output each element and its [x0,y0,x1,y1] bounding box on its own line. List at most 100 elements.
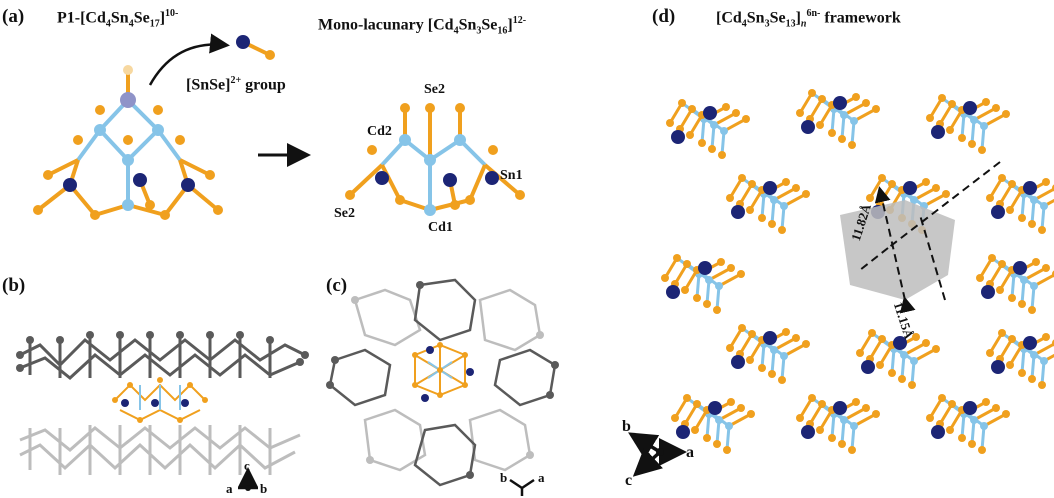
se-atom [738,324,746,332]
se-atom [768,220,776,228]
removal-arrow [148,33,230,86]
se-atom [922,178,930,186]
se-atom [1038,226,1046,234]
axis-label-b-d: b [622,418,631,435]
sn-atom [698,261,712,275]
se-atom [737,404,745,412]
se-atom [898,375,906,383]
se-atom [758,214,766,222]
sn-atom [671,130,685,144]
sn-atom [801,120,815,134]
se-atom [713,306,721,314]
axis-label-a-c: a [538,470,545,485]
se-atom [878,335,886,343]
sn-atom [981,285,995,299]
se-atom [1002,410,1010,418]
se-atom [792,334,800,342]
se-atom [818,400,826,408]
se-atom [872,105,880,113]
sn-atom [666,285,680,299]
se-atom [748,330,756,338]
se-atom [747,410,755,418]
se-atom [713,440,721,448]
axis-label-a: a [226,481,233,496]
se-atom [746,206,754,214]
distance-line-2 [887,161,1001,249]
panel-c-label: (c) [326,275,348,296]
se-atom [683,394,691,402]
cd-atom [1040,357,1048,365]
atom-label-se2-left: Se2 [334,206,355,221]
sn-atom [833,401,847,415]
se-atom [978,146,986,154]
se-atom [748,180,756,188]
atom-label-sn1: Sn1 [500,168,523,183]
se-atom [1042,333,1050,341]
se-atom [852,398,860,406]
se-atom [742,115,750,123]
top-view-packing-model [326,278,559,496]
se-atom [818,95,826,103]
se-atom [792,184,800,192]
framework-title: [Cd4Sn3Se13]n6n- framework [716,8,901,30]
cd-atom [715,282,723,290]
se-atom [908,381,916,389]
se-atom [802,190,810,198]
se-atom [958,134,966,142]
se-atom [926,414,934,422]
se-atom [691,426,699,434]
sn-atom [763,181,777,195]
se-atom-icon [265,50,275,60]
se-atom [942,190,950,198]
sn-atom [1023,336,1037,350]
se-atom [1018,214,1026,222]
se-atom [1028,220,1036,228]
sn-atom [1023,181,1037,195]
se-atom [1008,335,1016,343]
se-atom [768,370,776,378]
se-atom [1042,178,1050,186]
axis-label-c-d: c [625,472,633,489]
se-atom [976,274,984,282]
se-atom [912,333,920,341]
se-atom [996,286,1004,294]
atom-label-cd1: Cd1 [428,220,453,235]
panel-d-label: (d) [652,6,676,27]
atom-label-cd2: Cd2 [367,124,392,139]
atom-label-se2-top: Se2 [424,82,445,97]
cd-atom [1040,202,1048,210]
se-atom [782,328,790,336]
cd-atom [850,422,858,430]
se-atom [666,119,674,127]
se-atom [808,394,816,402]
se-atom [932,345,940,353]
se-atom [661,274,669,282]
se-atom [958,434,966,442]
cd-atom [720,127,728,135]
se-atom [838,135,846,143]
se-atom [828,434,836,442]
lacunary-cluster-title: Mono-lacunary [Cd4Sn3Se16]12- [318,15,527,37]
se-atom [948,400,956,408]
se-atom [758,364,766,372]
se-atom [978,446,986,454]
sn-atom [991,205,1005,219]
se-atom [862,99,870,107]
sn-atom [963,401,977,415]
se-atom [982,98,990,106]
se-atom [1018,300,1026,308]
se-atom [998,329,1006,337]
se-atom [722,103,730,111]
lacunary-cluster-model [345,103,525,216]
se-atom [876,361,884,369]
se-atom [862,404,870,412]
sn-atom [893,336,907,350]
se-atom [1042,264,1050,272]
se-atom [802,340,810,348]
se-atom [888,180,896,188]
sn-atom [1013,261,1027,275]
se-atom [816,121,824,129]
cd-atom [780,352,788,360]
se-atom [992,404,1000,412]
se-atom [717,258,725,266]
